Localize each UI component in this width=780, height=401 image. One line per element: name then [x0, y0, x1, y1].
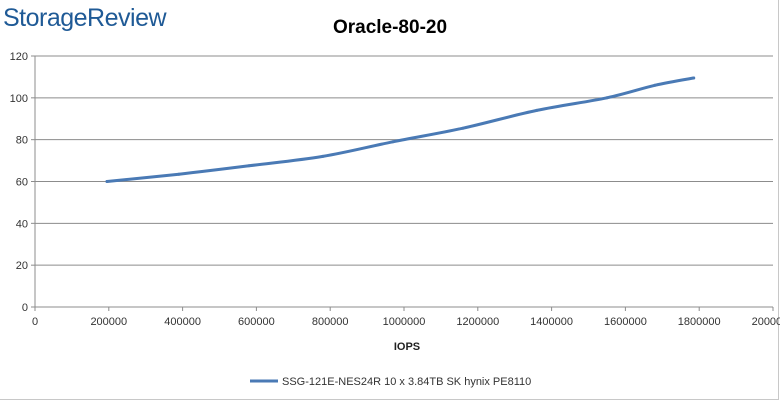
data-point: [391, 140, 395, 144]
x-tick-label: 400000: [164, 316, 201, 328]
x-tick-label: 800000: [312, 316, 349, 328]
y-tick-labels: 0 20 40 60 80 100 120: [10, 51, 28, 314]
y-tick-label: 120: [10, 51, 28, 63]
x-tick-label: 1400000: [530, 316, 573, 328]
y-tick-label: 60: [16, 177, 28, 189]
data-point: [247, 164, 251, 168]
x-tick-label: 200000: [90, 316, 127, 328]
data-point: [692, 76, 696, 80]
x-tick-label: 1800000: [678, 316, 721, 328]
y-tick-label: 100: [10, 93, 28, 105]
x-tick-label: 1000000: [383, 316, 426, 328]
y-tick-label: 20: [16, 260, 28, 272]
y-tick-label: 0: [22, 302, 28, 314]
x-tick-label: 2000000: [752, 316, 780, 328]
legend-label: SSG-121E-NES24R 10 x 3.84TB SK hynix PE8…: [282, 376, 531, 388]
x-tick-label: 1600000: [604, 316, 647, 328]
legend: SSG-121E-NES24R 10 x 3.84TB SK hynix PE8…: [250, 376, 531, 388]
data-point: [535, 108, 539, 112]
series-line: [105, 76, 696, 183]
x-tick-label: 0: [32, 316, 38, 328]
chart-title: Oracle-80-20: [333, 17, 447, 38]
x-axis-title: IOPS: [394, 341, 420, 353]
x-tick-label: 600000: [238, 316, 275, 328]
x-tick-label: 1200000: [456, 316, 499, 328]
data-point: [105, 180, 109, 183]
data-point: [653, 83, 657, 87]
data-point: [177, 172, 181, 176]
y-tick-label: 80: [16, 135, 28, 147]
axes: [31, 55, 774, 311]
x-tick-labels: 0 200000 400000 600000 800000 1000000 1200000 1…: [32, 316, 780, 328]
grid-lines: [35, 55, 773, 266]
data-point: [605, 96, 609, 100]
series-lines: [105, 76, 696, 183]
brand-logo: StorageReview: [3, 4, 167, 32]
data-point: [461, 126, 465, 130]
data-point: [321, 154, 325, 158]
y-tick-label: 40: [16, 218, 28, 230]
